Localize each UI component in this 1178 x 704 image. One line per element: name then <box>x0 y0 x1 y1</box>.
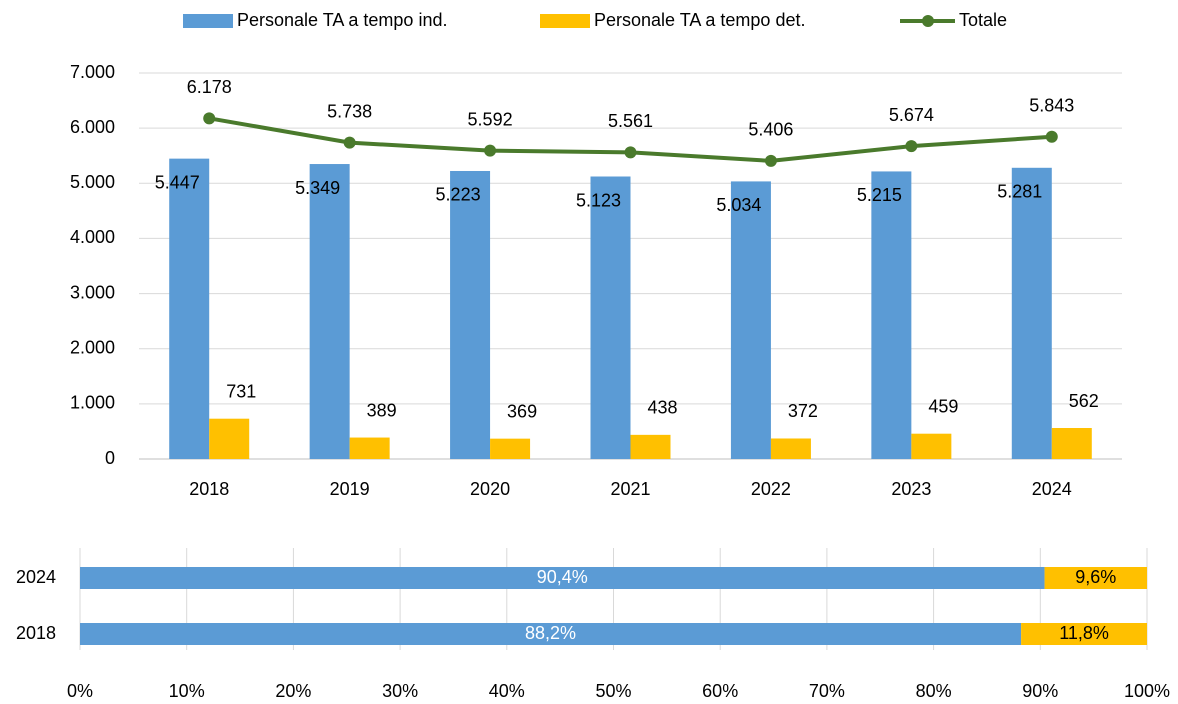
data-label: 5.215 <box>857 185 902 205</box>
data-label: 88,2% <box>525 623 576 643</box>
data-label: 389 <box>367 400 397 420</box>
data-label: 372 <box>788 401 818 421</box>
line-point <box>624 146 637 159</box>
bar <box>630 434 671 459</box>
x-tick-label: 2024 <box>1032 479 1072 499</box>
x-tick-label: 2019 <box>330 479 370 499</box>
data-label: 459 <box>928 396 958 416</box>
bar <box>209 418 250 459</box>
data-label: 369 <box>507 401 537 421</box>
data-label: 5.223 <box>436 185 481 205</box>
data-label: 5.674 <box>889 105 934 125</box>
data-label: 90,4% <box>537 567 588 587</box>
bar <box>450 170 491 459</box>
bar <box>911 433 952 459</box>
x-tick-label: 20% <box>275 681 311 701</box>
y-tick-label: 4.000 <box>70 227 115 247</box>
line-point <box>203 112 216 125</box>
bar <box>309 164 350 459</box>
data-label: 731 <box>226 381 256 401</box>
line-point <box>1045 130 1058 143</box>
legend-label: Personale TA a tempo ind. <box>237 10 447 30</box>
bar-segment <box>1044 567 1147 589</box>
x-tick-label: 2023 <box>891 479 931 499</box>
x-tick-label: 100% <box>1124 681 1170 701</box>
x-tick-label: 40% <box>489 681 525 701</box>
bar <box>169 158 210 460</box>
x-tick-label: 2020 <box>470 479 510 499</box>
line-point <box>905 140 918 153</box>
x-tick-label: 70% <box>809 681 845 701</box>
bar-segment <box>80 623 1022 645</box>
line-point <box>484 144 497 157</box>
bar <box>770 438 811 459</box>
x-tick-label: 80% <box>916 681 952 701</box>
x-tick-label: 0% <box>67 681 93 701</box>
line-point <box>764 154 777 167</box>
data-label: 5.406 <box>748 120 793 140</box>
y-tick-label: 2.000 <box>70 337 115 357</box>
x-tick-label: 2018 <box>189 479 229 499</box>
data-label: 562 <box>1069 391 1099 411</box>
data-label: 5.123 <box>576 190 621 210</box>
line-point <box>343 136 356 149</box>
legend-label: Totale <box>959 10 1007 30</box>
x-tick-label: 10% <box>169 681 205 701</box>
x-tick-label: 30% <box>382 681 418 701</box>
y-tick-label: 0 <box>105 448 115 468</box>
y-tick-label: 3.000 <box>70 282 115 302</box>
bar <box>1011 167 1052 459</box>
bar <box>590 176 631 459</box>
data-label: 11,8% <box>1059 623 1109 643</box>
data-label: 5.738 <box>327 101 372 121</box>
legend-swatch <box>540 14 590 28</box>
bar <box>871 171 912 459</box>
x-tick-label: 90% <box>1022 681 1058 701</box>
y-tick-label: 2024 <box>16 567 56 587</box>
data-label: 438 <box>647 398 677 418</box>
bar <box>1051 428 1092 459</box>
y-tick-label: 2018 <box>16 623 56 643</box>
data-label: 5.843 <box>1029 96 1074 116</box>
data-label: 5.349 <box>295 178 340 198</box>
x-tick-label: 50% <box>595 681 631 701</box>
legend-swatch <box>922 15 934 27</box>
data-label: 5.561 <box>608 111 653 131</box>
data-label: 5.592 <box>468 109 513 129</box>
data-label: 6.178 <box>187 77 232 97</box>
x-tick-label: 2022 <box>751 479 791 499</box>
bar <box>730 181 771 459</box>
data-label: 5.281 <box>997 182 1042 202</box>
bar-segment <box>1021 623 1147 645</box>
bar-segment <box>80 567 1045 589</box>
x-tick-label: 2021 <box>610 479 650 499</box>
legend-label: Personale TA a tempo det. <box>594 10 805 30</box>
y-tick-label: 1.000 <box>70 393 115 413</box>
x-tick-label: 60% <box>702 681 738 701</box>
y-tick-label: 5.000 <box>70 172 115 192</box>
data-label: 5.447 <box>155 172 200 192</box>
data-label: 9,6% <box>1075 567 1116 587</box>
y-tick-label: 6.000 <box>70 117 115 137</box>
y-tick-label: 7.000 <box>70 62 115 82</box>
data-label: 5.034 <box>716 195 761 215</box>
legend-swatch <box>183 14 233 28</box>
bar <box>349 437 390 459</box>
bar <box>490 438 531 459</box>
